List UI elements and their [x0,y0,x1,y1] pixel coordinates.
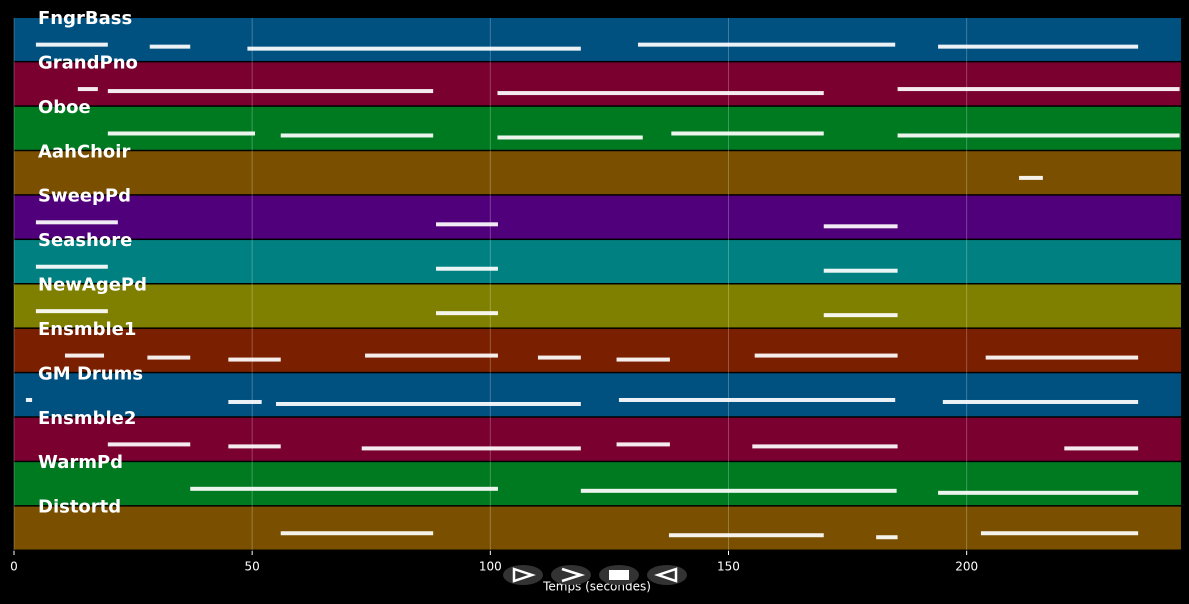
note-segment [497,91,824,96]
note-segment [754,353,898,358]
note-segment [823,313,898,318]
note-segment [897,133,1180,138]
axis: 0 50 100 150 200 [10,551,978,574]
track-lane [14,506,1181,550]
stop-button[interactable] [599,565,639,585]
note-segment [436,266,498,271]
note-segment [823,268,898,273]
track-lane [14,151,1181,195]
note-segment [1064,446,1139,451]
x-tick-label: 100 [479,560,502,574]
note-segment [275,401,581,406]
track-lane [14,462,1181,506]
note-segment [228,399,262,404]
labels: FngrBass GrandPno Oboe AahChoir SweepPd Seash… [38,8,147,518]
track-name: Oboe [38,97,91,118]
track-name: NewAgePd [38,275,147,296]
note-segment [1019,175,1043,180]
track-lane [14,417,1181,461]
note-segment [497,135,643,140]
play-button[interactable] [503,565,543,585]
rewind-button[interactable] [647,565,687,585]
track-lane [14,106,1181,150]
note-segment [228,444,281,449]
note-segment [149,44,191,49]
track-name: GrandPno [38,52,138,73]
track-name: Ensmble2 [38,408,136,429]
note-segment [107,89,434,94]
track-name: SweepPd [38,186,131,207]
track-lane [14,284,1181,328]
track-lane [14,373,1181,417]
note-segment [985,355,1139,360]
note-segment [35,264,108,269]
note-segment [897,87,1180,92]
lanes [14,18,1181,550]
note-segment [436,222,498,227]
track-lane [14,62,1181,106]
note-segment [35,309,108,314]
note-segment [280,531,434,536]
grid [13,18,968,551]
note-segment [247,46,581,51]
track-lane [14,328,1181,372]
track-name: WarmPd [38,452,123,473]
note-segment [107,131,256,136]
note-segment [637,42,896,47]
note-segment [876,535,898,540]
track-name: FngrBass [38,8,132,29]
note-segment [942,399,1139,404]
note-segment [752,444,898,449]
note-segment [980,531,1139,536]
note-segment [77,87,98,92]
x-tick-label: 200 [955,560,978,574]
note-segment [616,357,670,362]
notes [25,42,1180,540]
note-segment [107,442,191,447]
track-name: Seashore [38,230,132,251]
forward-button[interactable] [551,565,591,585]
track-name: AahChoir [38,141,130,162]
x-tick-label: 0 [10,560,18,574]
transport-controls [503,565,687,585]
note-segment [228,357,281,362]
note-segment [361,446,581,451]
note-segment [436,311,498,316]
track-name: Ensmble1 [38,319,136,340]
x-tick-label: 50 [245,560,260,574]
note-segment [668,533,824,538]
note-segment [365,353,498,358]
note-segment [280,133,434,138]
note-segment [35,220,118,225]
note-segment [35,42,108,47]
track-lane [14,195,1181,239]
note-segment [671,131,824,136]
note-segment [580,488,897,493]
note-segment [537,355,581,360]
track-name: Distortd [38,497,121,518]
note-segment [616,442,670,447]
track-name: GM Drums [38,363,143,384]
note-segment [938,490,1139,495]
note-segment [25,397,33,402]
note-segment [147,355,191,360]
note-segment [823,224,898,229]
track-lane [14,18,1181,61]
note-segment [938,44,1139,49]
note-segment [190,486,498,491]
track-lane [14,240,1181,283]
x-tick-label: 150 [717,560,740,574]
note-segment [64,353,105,358]
note-segment [618,397,896,402]
